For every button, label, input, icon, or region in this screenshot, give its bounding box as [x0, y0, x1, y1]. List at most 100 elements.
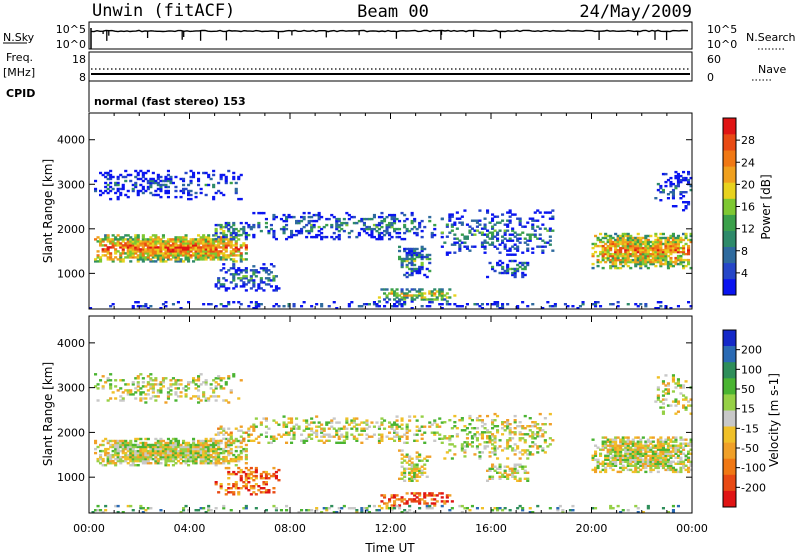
echo-pixel: [239, 277, 243, 280]
echo-pixel: [282, 433, 286, 436]
echo-pixel: [400, 237, 404, 241]
echo-pixel: [631, 440, 635, 443]
echo-pixel: [531, 431, 535, 434]
echo-pixel: [129, 391, 133, 394]
echo-pixel: [418, 507, 422, 510]
echo-pixel: [234, 437, 238, 441]
echo-pixel: [410, 267, 414, 271]
echo-pixel: [629, 460, 633, 463]
echo-pixel: [516, 269, 520, 273]
echo-pixel: [355, 437, 359, 440]
echo-pixel: [408, 473, 412, 476]
echo-pixel: [134, 244, 138, 247]
echo-pixel: [262, 470, 266, 474]
echo-pixel: [146, 238, 150, 241]
echo-pixel: [187, 242, 191, 245]
echo-pixel: [521, 261, 525, 265]
echo-pixel: [480, 433, 484, 436]
echo-pixel: [131, 381, 135, 384]
echo-pixel: [614, 444, 618, 447]
echo-pixel: [674, 184, 678, 188]
echo-pixel: [224, 235, 228, 239]
echo-pixel: [480, 437, 484, 440]
echo-pixel: [498, 221, 502, 224]
echo-pixel: [664, 252, 668, 256]
echo-pixel: [144, 393, 148, 396]
echo-pixel: [166, 191, 170, 195]
echo-pixel: [96, 459, 100, 463]
echo-pixel: [222, 235, 226, 239]
echo-pixel: [435, 423, 439, 426]
echo-pixel: [689, 184, 693, 188]
echo-pixel: [666, 242, 670, 246]
echo-pixel: [184, 236, 188, 239]
echo-pixel: [687, 258, 691, 262]
echo-pixel: [292, 427, 296, 430]
echo-pixel: [189, 181, 193, 185]
echo-pixel: [619, 438, 623, 441]
echo-pixel: [217, 281, 221, 284]
echo-pixel: [101, 250, 105, 253]
echo-pixel: [521, 301, 525, 304]
echo-pixel: [619, 240, 623, 244]
echo-pixel: [644, 444, 648, 447]
echo-pixel: [624, 450, 628, 453]
echo-pixel: [656, 396, 660, 399]
echo-pixel: [445, 500, 449, 503]
echo-pixel: [661, 452, 665, 455]
echo-pixel: [528, 239, 532, 242]
echo-pixel: [224, 242, 228, 245]
echo-pixel: [687, 450, 691, 453]
echo-pixel: [393, 219, 397, 223]
echo-pixel: [111, 187, 115, 191]
echo-pixel: [355, 417, 359, 420]
echo-pixel: [671, 444, 675, 447]
echo-pixel: [629, 456, 633, 459]
echo-pixel: [526, 263, 530, 267]
echo-pixel: [599, 462, 603, 465]
echo-pixel: [601, 246, 605, 250]
echo-pixel: [179, 242, 183, 245]
echo-pixel: [606, 440, 610, 443]
echo-pixel: [450, 427, 454, 430]
echo-pixel: [448, 215, 452, 218]
echo-pixel: [682, 209, 686, 212]
echo-pixel: [413, 253, 417, 257]
echo-pixel: [136, 171, 140, 175]
echo-pixel: [279, 217, 283, 221]
echo-pixel: [109, 242, 113, 245]
echo-pixel: [496, 233, 500, 236]
echo-pixel: [187, 441, 191, 445]
echo-pixel: [202, 236, 206, 239]
echo-pixel: [214, 459, 218, 463]
echo-pixel: [501, 271, 505, 275]
echo-pixel: [242, 485, 246, 488]
echo-pixel: [234, 487, 238, 490]
echo-pixel: [634, 450, 638, 453]
echo-pixel: [192, 240, 196, 243]
echo-pixel: [126, 240, 130, 243]
echo-pixel: [342, 504, 346, 508]
echo-pixel: [606, 256, 610, 260]
echo-pixel: [244, 462, 248, 465]
echo-pixel: [244, 234, 248, 237]
echo-pixel: [242, 275, 246, 278]
echo-pixel: [526, 221, 530, 224]
echo-pixel: [204, 441, 208, 445]
echo-pixel: [187, 509, 191, 512]
echo-pixel: [644, 458, 648, 461]
echo-pixel: [307, 229, 311, 233]
echo-pixel: [445, 300, 449, 303]
echo-pixel: [285, 237, 289, 241]
echo-pixel: [420, 219, 424, 223]
echo-pixel: [116, 183, 120, 187]
echo-pixel: [596, 462, 600, 465]
echo-pixel: [408, 253, 412, 257]
echo-pixel: [222, 377, 226, 380]
echo-pixel: [101, 375, 105, 378]
echo-pixel: [611, 448, 615, 451]
echo-pixel: [528, 217, 532, 220]
echo-pixel: [134, 185, 138, 189]
echo-pixel: [619, 236, 623, 240]
